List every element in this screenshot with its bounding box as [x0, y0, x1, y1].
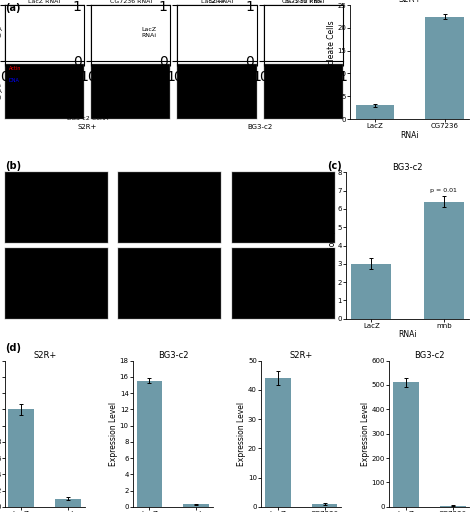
Title: LacZ RNAi: LacZ RNAi	[201, 0, 233, 4]
Title: CG7236 RNAi: CG7236 RNAi	[109, 0, 152, 4]
Title: BG3-c2: BG3-c2	[158, 351, 188, 360]
Text: (b): (b)	[5, 161, 21, 172]
Title: LacZ RNAi: LacZ RNAi	[28, 0, 61, 4]
Bar	[311, 504, 337, 507]
X-axis label: RNAi: RNAi	[398, 330, 417, 339]
Text: (a): (a)	[5, 3, 20, 13]
Bar	[424, 202, 464, 318]
Text: S2R+: S2R+	[78, 124, 97, 130]
X-axis label: RNAi: RNAi	[401, 131, 419, 140]
Y-axis label: Expression Level: Expression Level	[361, 401, 370, 466]
Y-axis label: DNA
(20x): DNA (20x)	[0, 28, 2, 38]
Title: CG7236 RNAi: CG7236 RNAi	[283, 0, 325, 4]
Y-axis label: Expression Level: Expression Level	[237, 401, 246, 466]
Bar	[183, 504, 210, 507]
Bar	[55, 499, 81, 507]
Text: BG3-c2: BG3-c2	[248, 124, 273, 130]
Bar	[264, 378, 291, 507]
Y-axis label: Protrusions/cell: Protrusions/cell	[327, 216, 336, 275]
Bar	[393, 382, 419, 507]
Bar	[9, 409, 34, 507]
Y-axis label: % Multinucleate Cells: % Multinucleate Cells	[327, 21, 336, 103]
Text: (d): (d)	[5, 343, 21, 353]
Bar	[440, 506, 465, 507]
Text: (c): (c)	[327, 161, 342, 172]
Y-axis label: Actin
DNA
(40x): Actin DNA (40x)	[0, 83, 2, 100]
Y-axis label: LacZ
RNAi: LacZ RNAi	[141, 28, 156, 38]
Title: S2R+: S2R+	[33, 351, 56, 360]
Y-axis label: Expression Level: Expression Level	[109, 401, 118, 466]
Bar	[137, 381, 163, 507]
Bar	[356, 105, 394, 119]
Title: S2R+: S2R+	[290, 351, 313, 360]
Title: BG3-c2 ConA: BG3-c2 ConA	[67, 116, 108, 121]
Text: Actin: Actin	[9, 67, 21, 72]
Bar	[351, 264, 391, 318]
Text: DNA: DNA	[9, 77, 19, 82]
Title: BG3-c2: BG3-c2	[414, 351, 445, 360]
Title: BG3-c2: BG3-c2	[392, 163, 423, 172]
Bar	[426, 16, 464, 119]
Text: p = 0.01: p = 0.01	[430, 188, 457, 194]
Title: S2R+: S2R+	[398, 0, 421, 4]
Title: S2R+: S2R+	[209, 0, 226, 4]
Title: BG3-c2 FBS: BG3-c2 FBS	[285, 0, 322, 4]
